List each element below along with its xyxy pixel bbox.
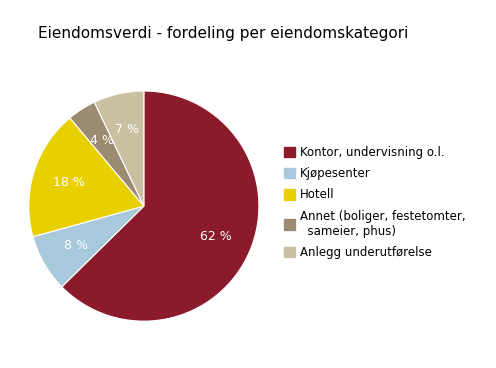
Wedge shape: [29, 118, 144, 237]
Text: 18 %: 18 %: [53, 176, 85, 190]
Wedge shape: [33, 206, 144, 287]
Text: 8 %: 8 %: [64, 239, 88, 252]
Wedge shape: [70, 102, 144, 206]
Wedge shape: [62, 91, 259, 321]
Text: Eiendomsverdi - fordeling per eiendomskategori: Eiendomsverdi - fordeling per eiendomska…: [38, 26, 408, 41]
Wedge shape: [94, 91, 144, 206]
Text: 7 %: 7 %: [115, 123, 138, 136]
Text: 4 %: 4 %: [90, 134, 114, 147]
Legend: Kontor, undervisning o.l., Kjøpesenter, Hotell, Annet (boliger, festetomter,
  s: Kontor, undervisning o.l., Kjøpesenter, …: [284, 146, 466, 259]
Text: 62 %: 62 %: [200, 230, 232, 243]
